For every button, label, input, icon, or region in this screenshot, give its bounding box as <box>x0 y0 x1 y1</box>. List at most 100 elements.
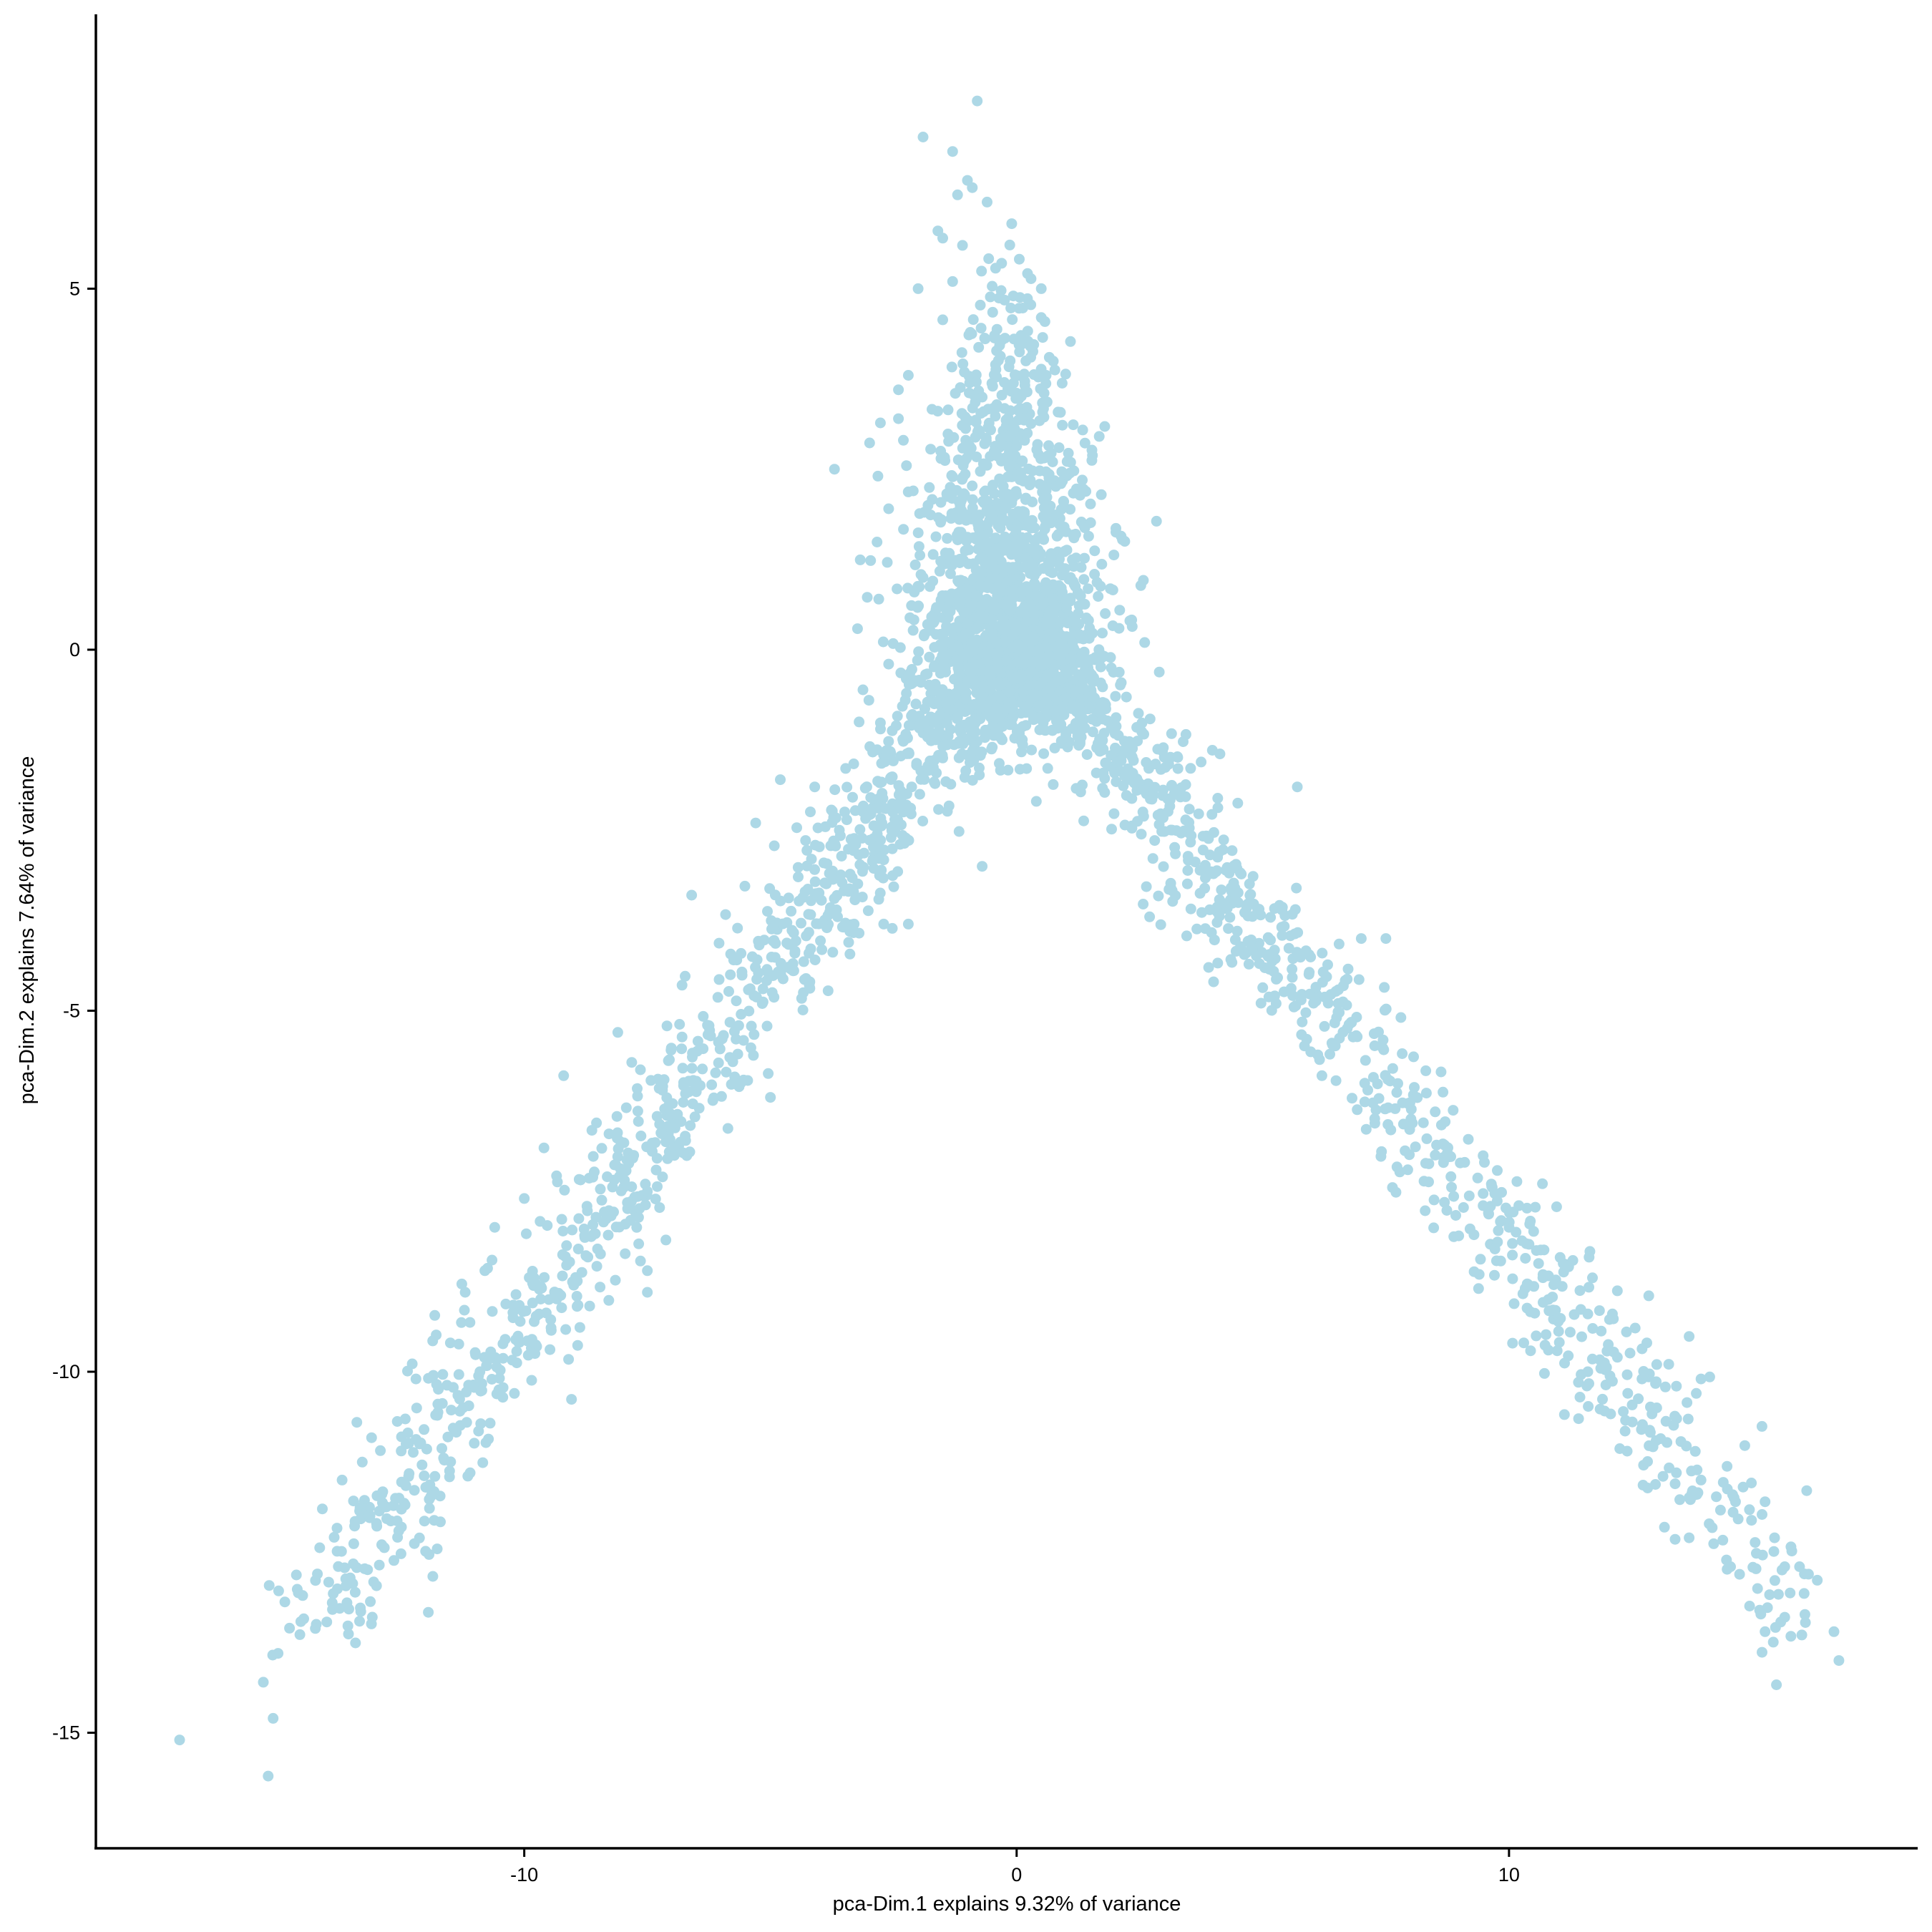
scatter-point <box>950 688 962 699</box>
scatter-point <box>350 1637 361 1649</box>
scatter-point <box>900 728 912 740</box>
scatter-point <box>937 233 948 244</box>
scatter-point <box>348 1538 359 1549</box>
scatter-point <box>509 1301 520 1312</box>
scatter-point <box>1114 605 1126 616</box>
scatter-point <box>424 1493 435 1505</box>
scatter-point <box>959 366 970 378</box>
scatter-point <box>952 531 964 542</box>
scatter-point <box>1045 558 1056 570</box>
y-axis-title: pca-Dim.2 explains 7.64% of variance <box>16 756 39 1105</box>
scatter-point <box>1069 685 1080 696</box>
scatter-point <box>935 555 947 567</box>
scatter-point <box>553 1287 565 1299</box>
scatter-point <box>794 895 805 907</box>
scatter-point <box>1041 507 1053 518</box>
scatter-point <box>1017 455 1028 467</box>
scatter-point <box>1684 1532 1695 1543</box>
scatter-point <box>1263 991 1274 1002</box>
scatter-point <box>342 1620 353 1631</box>
scatter-point <box>1028 656 1039 668</box>
scatter-point <box>510 1334 522 1345</box>
scatter-point <box>983 703 994 714</box>
scatter-point <box>1360 1055 1371 1066</box>
scatter-point <box>985 694 997 706</box>
scatter-point <box>1038 534 1050 545</box>
scatter-point <box>430 1410 441 1421</box>
scatter-point <box>1096 698 1108 709</box>
scatter-point <box>343 1629 354 1640</box>
scatter-point <box>347 1578 358 1589</box>
scatter-point <box>1266 1005 1277 1016</box>
scatter-point <box>1397 1097 1408 1108</box>
scatter-point <box>947 471 958 482</box>
scatter-point <box>1012 623 1023 634</box>
scatter-point <box>829 464 840 475</box>
scatter-point <box>1287 972 1298 983</box>
scatter-point <box>912 527 924 539</box>
scatter-point <box>979 540 990 551</box>
scatter-point <box>1594 1305 1605 1317</box>
scatter-point <box>444 1465 455 1477</box>
scatter-point <box>686 1063 698 1074</box>
scatter-point <box>453 1338 464 1350</box>
scatter-point <box>1180 814 1191 826</box>
scatter-point <box>1091 577 1103 588</box>
scatter-point <box>1555 1313 1566 1324</box>
scatter-point <box>999 294 1010 306</box>
scatter-point <box>676 1043 688 1055</box>
scatter-point <box>989 488 1000 499</box>
scatter-point <box>1605 1408 1616 1420</box>
y-tick-label: -15 <box>52 1722 80 1744</box>
scatter-point <box>1008 641 1019 653</box>
scatter-point <box>1108 550 1120 561</box>
scatter-point <box>543 1294 555 1305</box>
scatter-point <box>1020 386 1031 397</box>
scatter-point <box>1695 1474 1707 1485</box>
scatter-point <box>590 1228 601 1239</box>
scatter-point <box>650 1164 662 1176</box>
scatter-point <box>986 572 997 584</box>
scatter-point <box>526 1375 537 1386</box>
scatter-point <box>687 1051 698 1063</box>
scatter-point <box>1158 826 1169 837</box>
scatter-point <box>633 1116 644 1127</box>
scatter-point <box>1714 1504 1726 1516</box>
scatter-point <box>1296 1029 1307 1040</box>
scatter-point <box>831 889 843 901</box>
scatter-point <box>955 496 967 507</box>
scatter-point <box>1138 899 1149 909</box>
scatter-point <box>1674 1494 1685 1506</box>
scatter-point <box>428 1370 439 1381</box>
scatter-point <box>980 435 992 447</box>
scatter-point <box>279 1596 291 1608</box>
scatter-point <box>574 1322 585 1333</box>
scatter-point <box>1075 590 1086 602</box>
scatter-point <box>1587 1272 1598 1284</box>
scatter-point <box>1576 1331 1587 1342</box>
scatter-point <box>521 1228 532 1239</box>
scatter-point <box>788 927 799 939</box>
scatter-point <box>940 455 951 467</box>
scatter-point <box>642 1186 653 1197</box>
scatter-point <box>1075 650 1087 662</box>
scatter-point <box>881 745 892 756</box>
scatter-point <box>862 905 874 917</box>
scatter-point <box>924 651 935 663</box>
scatter-point <box>479 1265 491 1277</box>
scatter-point <box>1066 723 1078 734</box>
scatter-point <box>371 1518 382 1529</box>
scatter-point <box>1798 1588 1810 1599</box>
scatter-point <box>1767 1636 1779 1648</box>
scatter-point <box>1033 701 1045 711</box>
scatter-point <box>480 1437 492 1448</box>
scatter-point <box>545 1314 557 1325</box>
scatter-point <box>1606 1308 1618 1319</box>
scatter-point <box>967 402 978 414</box>
scatter-point <box>977 599 989 610</box>
scatter-point <box>1246 911 1258 922</box>
scatter-point <box>1089 545 1101 557</box>
scatter-point <box>930 734 942 746</box>
scatter-point <box>1110 742 1121 753</box>
scatter-point <box>1350 1030 1362 1041</box>
